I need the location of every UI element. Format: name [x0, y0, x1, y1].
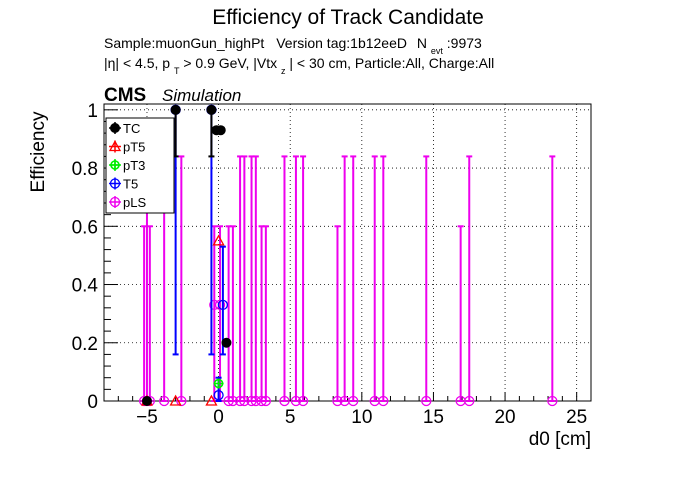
pls-data-point — [297, 395, 309, 407]
series-pt3 — [213, 378, 224, 389]
pt-cut: > 0.9 GeV, |Vtx — [183, 55, 277, 71]
sample-label: Sample:muonGun_highPt — [104, 35, 264, 51]
tc-data-point — [221, 337, 232, 348]
pt5-data-point — [205, 394, 218, 406]
y-tick-label: 0 — [87, 392, 98, 413]
selection-rest: | < 30 cm, Particle:All, Charge:All — [289, 55, 494, 71]
axes: −5 0 5 10 15 20 25 0 0.2 0.4 0.6 0.8 1 — [72, 101, 592, 428]
x-tick-label: 0 — [213, 407, 224, 428]
x-axis-label: d0 [cm] — [529, 429, 591, 450]
pls-data-point — [348, 395, 359, 407]
chart-subtitle-line1: Sample:muonGun_highPt Version tag:1b12ee… — [104, 35, 482, 57]
eta-cut: |η| < 4.5, p — [104, 55, 170, 71]
pls-data-point — [547, 395, 558, 407]
x-tick-label: 20 — [494, 407, 515, 428]
legend-pt5-label: pT5 — [123, 140, 145, 155]
y-tick-label: 0.4 — [72, 276, 99, 297]
legend-t5-marker — [109, 178, 121, 189]
legend-pt5-marker — [108, 140, 122, 152]
legend: TC pT5 pT3 T5 pLS — [105, 117, 175, 214]
legend-tc-label: TC — [123, 121, 140, 136]
pls-data-point — [378, 395, 389, 407]
series-tc — [141, 104, 232, 406]
legend-pls-label: pLS — [123, 195, 146, 210]
data-points — [138, 104, 558, 407]
nevt-prefix: N — [417, 35, 427, 51]
y-tick-label: 0.6 — [72, 217, 98, 238]
pls-data-point — [260, 395, 272, 407]
legend-pt3-label: pT3 — [123, 158, 145, 173]
t5-data-point — [213, 390, 224, 401]
legend-pls-marker — [109, 196, 121, 208]
x-tick-label: 10 — [351, 407, 372, 428]
x-tick-label: 5 — [285, 407, 296, 428]
cms-extra-label: Simulation — [162, 86, 241, 105]
x-tick-label: 15 — [423, 407, 444, 428]
tc-data-point — [206, 104, 217, 115]
vtx-subscript: z — [281, 66, 286, 76]
pt5-data-point — [169, 394, 182, 406]
pls-data-point — [159, 395, 170, 407]
tc-data-point — [141, 396, 152, 406]
nevt-value: :9973 — [447, 35, 482, 51]
pls-data-point — [279, 395, 290, 407]
x-tick-label: 25 — [566, 407, 587, 428]
pls-data-point — [421, 395, 432, 407]
y-axis-label: Efficiency — [28, 111, 49, 192]
x-tick-label: −5 — [136, 407, 158, 428]
pls-data-point — [464, 395, 475, 407]
chart-title: Efficiency of Track Candidate — [212, 6, 484, 29]
t5-data-point — [217, 299, 229, 311]
version-label: Version tag:1b12eeD — [276, 35, 407, 51]
chart-subtitle-line2: |η| < 4.5, p T > 0.9 GeV, |Vtx z | < 30 … — [104, 55, 494, 77]
legend-tc-marker — [110, 123, 120, 133]
cms-label: CMS — [104, 85, 146, 106]
plot-frame — [103, 103, 592, 402]
legend-t5-label: T5 — [123, 177, 138, 192]
pls-data-point — [214, 299, 226, 311]
nevt-subscript: evt — [431, 46, 444, 56]
tc-data-point — [215, 125, 226, 136]
y-tick-label: 1 — [87, 101, 98, 122]
series-pls — [138, 155, 558, 407]
tc-data-point — [170, 104, 181, 115]
pt5-data-point — [212, 234, 225, 246]
y-tick-label: 0.2 — [72, 334, 98, 355]
grid — [104, 104, 591, 402]
pt-subscript: T — [174, 66, 180, 76]
y-tick-label: 0.8 — [72, 159, 98, 180]
